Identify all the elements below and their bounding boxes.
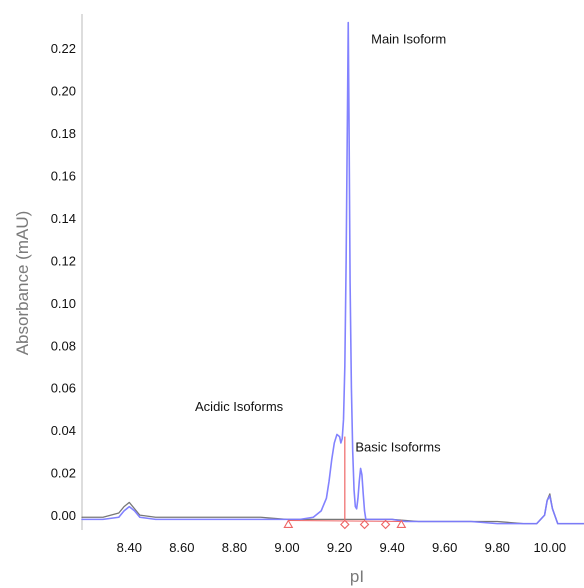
x-tick-label: 8.80: [222, 540, 247, 555]
annotation-label: Main Isoform: [371, 32, 446, 47]
x-tick-label: 9.00: [274, 540, 299, 555]
y-tick-label: 0.18: [51, 126, 76, 141]
peak-split-marker: [340, 519, 350, 530]
y-tick-label: 0.10: [51, 296, 76, 311]
x-tick-label: 8.40: [117, 540, 142, 555]
x-tick-label: 8.60: [169, 540, 194, 555]
y-tick-label: 0.14: [51, 211, 76, 226]
x-tick-label: 9.20: [327, 540, 352, 555]
peak-boundary-marker: [396, 519, 407, 528]
y-tick-label: 0.16: [51, 168, 76, 183]
y-tick-label: 0.12: [51, 253, 76, 268]
y-tick-label: 0.00: [51, 508, 76, 523]
annotation-label: Basic Isoforms: [355, 439, 441, 454]
y-tick-labels: 0.00 0.02 0.04 0.06 0.08 0.10 0.12 0.14 0.16 0.18…: [51, 41, 76, 523]
y-tick-label: 0.04: [51, 423, 76, 438]
y-tick-label: 0.06: [51, 381, 76, 396]
x-tick-label: 9.80: [485, 540, 510, 555]
peak-boundary-marker: [283, 519, 294, 528]
annotation-label: Acidic Isoforms: [195, 399, 284, 414]
y-tick-label: 0.08: [51, 338, 76, 353]
series-layer: [81, 21, 584, 525]
x-tick-label: 9.40: [379, 540, 404, 555]
x-axis-title: pI: [350, 567, 364, 586]
peak-split-marker: [380, 519, 391, 530]
peak-markers: [283, 436, 407, 530]
y-tick-label: 0.02: [51, 466, 76, 481]
x-tick-label: 9.60: [432, 540, 457, 555]
y-tick-label: 0.22: [51, 41, 76, 56]
sample-trace: [81, 21, 584, 525]
peak-split-marker: [359, 519, 370, 530]
x-tick-label: 10.00: [534, 540, 567, 555]
y-axis-title: Absorbance (mAU): [13, 211, 32, 356]
annotations: Main Isoform Acidic Isoforms Basic Isoform…: [195, 32, 446, 455]
y-tick-label: 0.20: [51, 83, 76, 98]
x-tick-labels: 8.40 8.60 8.80 9.00 9.20 9.40 9.60 9.80 10.00: [117, 540, 566, 555]
